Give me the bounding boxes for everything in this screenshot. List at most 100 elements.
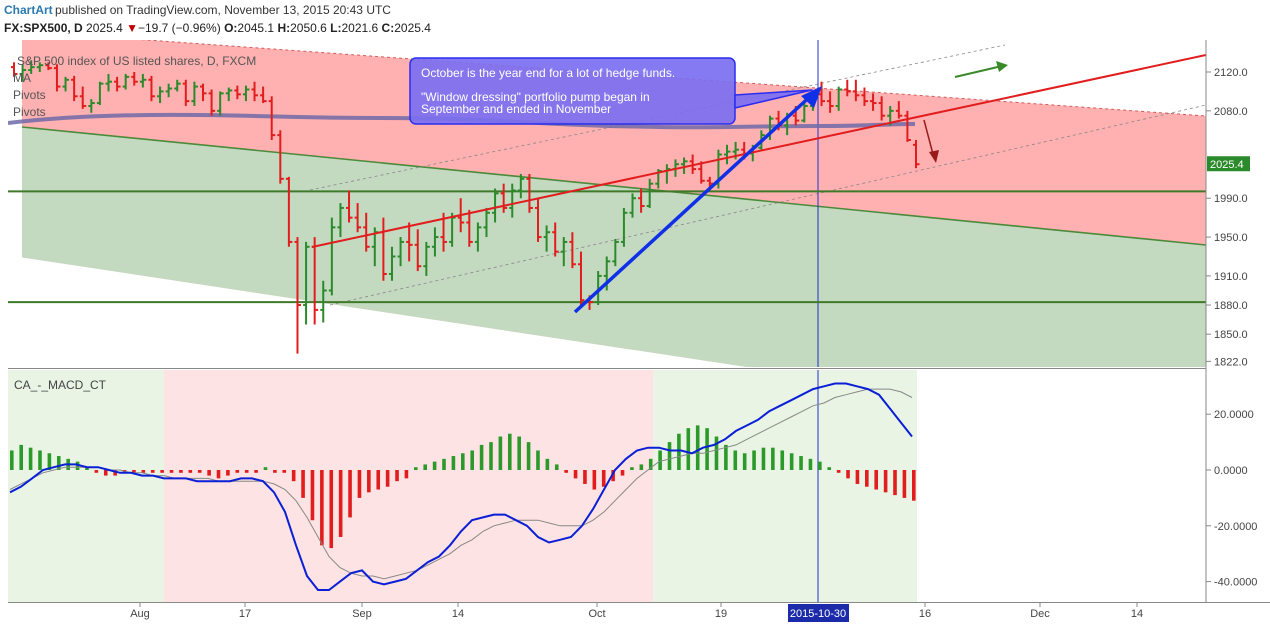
macd-axis[interactable]: 20.0000 0.0000 -20.0000 -40.0000 — [1206, 409, 1257, 589]
histogram-bar — [310, 470, 315, 521]
annotation-box[interactable]: October is the year end for a lot of hed… — [409, 57, 813, 125]
ohlc-bar — [904, 110, 911, 142]
ohlc-bar — [397, 237, 405, 267]
histogram-bar — [564, 470, 568, 473]
legend-title[interactable]: S&P 500 index of US listed shares, D, FX… — [17, 54, 256, 68]
histogram-bar — [498, 436, 503, 470]
price-tick-label: 2120.0 — [1214, 67, 1248, 79]
ohlc-bar — [852, 79, 860, 102]
crosshair-date-label: 2015-10-30 — [790, 608, 846, 620]
change-arrow-icon: ▼ — [126, 21, 138, 35]
histogram-bar — [705, 428, 709, 470]
histogram-bar — [620, 470, 625, 476]
red-channel-zone — [22, 40, 1206, 245]
time-tick-label: 16 — [919, 608, 931, 620]
histogram-bar — [827, 467, 832, 470]
red-trend-line — [311, 54, 1206, 248]
time-tick-label: 17 — [239, 608, 251, 620]
ohlc-bar — [165, 83, 173, 98]
ohlc-bar — [535, 198, 542, 242]
legend-pivots-1[interactable]: Pivots — [13, 88, 46, 102]
ohlc-bar — [569, 232, 576, 269]
histogram-bar — [103, 470, 108, 476]
price-axis[interactable]: 1822.0 1850.0 1880.0 1910.0 1950.0 1990.0 2080… — [1206, 67, 1248, 368]
top-bar: ChartArt published on TradingView.com, N… — [0, 0, 1270, 20]
histogram-bar — [263, 467, 268, 470]
histogram-bar — [733, 450, 738, 470]
histogram-bar — [414, 467, 418, 470]
ohlc-bar — [260, 86, 267, 104]
ohlc-bar — [724, 144, 731, 165]
histogram-bar — [836, 470, 841, 473]
ohlc-bar — [827, 91, 834, 113]
macd-pane[interactable]: CA_-_MACD_CT — [8, 370, 917, 602]
macd-tick-label: 0.0000 — [1214, 465, 1248, 477]
ohlc-bar — [346, 190, 353, 223]
ohlc-bar — [320, 280, 327, 323]
ohlc-bar — [182, 79, 190, 106]
histogram-bar — [874, 470, 879, 490]
price-tick-label: 2080.0 — [1214, 106, 1248, 118]
ohlc-bar — [681, 157, 688, 174]
low-value: 2021.6 — [341, 21, 379, 35]
ohlc-bar — [191, 81, 198, 106]
ohlc-bar — [114, 76, 121, 92]
histogram-bar — [489, 442, 493, 470]
last-price-label: 2025.4 — [1210, 159, 1244, 171]
histogram-bar — [226, 470, 230, 476]
ohlc-bar — [174, 79, 181, 92]
ohlc-bar — [199, 83, 207, 102]
histogram-bar — [818, 461, 822, 470]
signal-line — [9, 388, 913, 580]
annotation-line-2: "Window dressing" portfolio pump began i… — [421, 90, 650, 104]
histogram-bar — [132, 470, 136, 473]
ohlc-bar — [895, 101, 903, 119]
histogram-bar — [912, 470, 916, 501]
ohlc-bar — [526, 173, 533, 213]
ohlc-bar — [406, 222, 413, 262]
histogram-bar — [282, 470, 287, 473]
ohlc-bar — [79, 86, 87, 109]
histogram-bar — [470, 450, 474, 470]
histogram-bar — [301, 470, 305, 498]
indicator-label[interactable]: CA_-_MACD_CT — [14, 378, 107, 392]
blue-arrow-head — [801, 86, 822, 108]
ohlc-bar — [62, 76, 70, 92]
histogram-bar — [216, 470, 221, 479]
price-change: −19.7 (−0.96%) — [137, 21, 221, 35]
time-axis[interactable]: Aug 17 Sep 14 Oct 19 2015-10-30 16 Dec 14 — [130, 602, 1143, 622]
ohlc-bar — [870, 93, 877, 111]
histogram-bar — [686, 428, 691, 470]
ohlc-bar — [543, 225, 551, 252]
ohlc-bar — [431, 227, 439, 257]
symbol-name[interactable]: FX:SPX500, D — [4, 21, 83, 35]
channel-bottom-line — [21, 256, 753, 367]
histogram-bar — [188, 470, 193, 473]
legend-ma[interactable]: MA — [13, 71, 31, 85]
close-label: C: — [381, 21, 395, 35]
ohlc-bar — [328, 217, 336, 296]
ohlc-bar — [303, 241, 310, 325]
ohlc-bar — [363, 212, 370, 252]
ohlc-bar — [96, 81, 104, 106]
macd-bull-zone — [653, 370, 917, 602]
histogram-bar — [592, 470, 597, 490]
time-tick-label: 19 — [715, 608, 727, 620]
legend-pivots-2[interactable]: Pivots — [13, 105, 46, 119]
ohlc-bar — [208, 89, 216, 116]
histogram-bar — [338, 470, 343, 537]
macd-bear-zone — [164, 370, 653, 602]
histogram-bar — [648, 458, 653, 470]
ohlc-bar — [595, 271, 602, 306]
high-label: H: — [277, 21, 291, 35]
histogram-bar — [545, 458, 550, 470]
time-tick-label: Oct — [588, 608, 605, 620]
histogram-bar — [376, 470, 381, 490]
ohlc-bar — [861, 87, 868, 106]
brand-name[interactable]: ChartArt — [4, 3, 53, 17]
histogram-bar — [395, 470, 399, 482]
histogram-bar — [357, 470, 362, 498]
histogram-bar — [367, 470, 371, 493]
histogram-bar — [808, 458, 813, 470]
